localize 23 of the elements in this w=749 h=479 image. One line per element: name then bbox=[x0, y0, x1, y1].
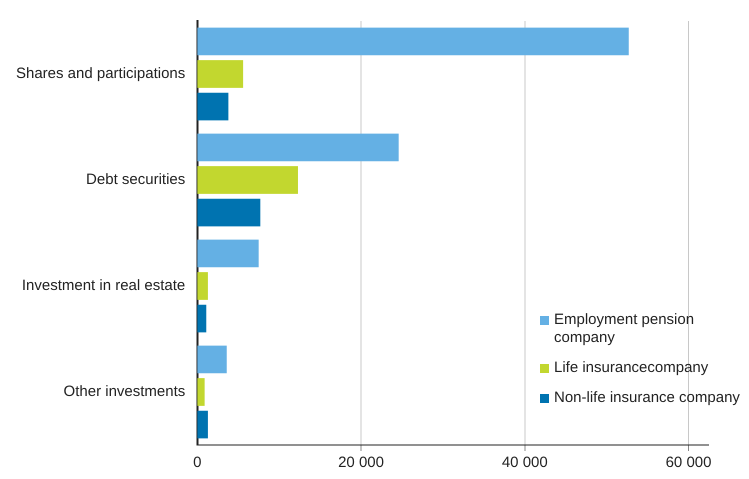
x-tick-label: 60 000 bbox=[666, 454, 712, 472]
bar bbox=[197, 304, 206, 332]
legend-label: Employment pension company bbox=[554, 311, 696, 347]
y-tick-label: Debt securities bbox=[86, 171, 186, 188]
y-tick-label: Investment in real estate bbox=[22, 277, 186, 294]
bar bbox=[197, 378, 205, 406]
bar bbox=[197, 198, 260, 226]
bar bbox=[197, 134, 399, 162]
bar bbox=[197, 272, 208, 300]
bar bbox=[197, 60, 244, 88]
x-tick-label: 0 bbox=[193, 454, 202, 472]
bar bbox=[197, 410, 208, 438]
bar bbox=[197, 240, 259, 268]
y-tick-label: Other investments bbox=[64, 383, 186, 400]
x-tick-label: 40 000 bbox=[502, 454, 548, 472]
x-tick-label: 20 000 bbox=[338, 454, 384, 472]
bar bbox=[197, 92, 228, 120]
bar bbox=[197, 346, 227, 374]
y-tick-label: Shares and participations bbox=[16, 65, 186, 82]
bar bbox=[197, 28, 629, 56]
bar bbox=[197, 166, 298, 194]
legend-label: Life insurancecompany bbox=[554, 359, 708, 377]
legend-label: Non-life insurance company bbox=[554, 389, 740, 407]
